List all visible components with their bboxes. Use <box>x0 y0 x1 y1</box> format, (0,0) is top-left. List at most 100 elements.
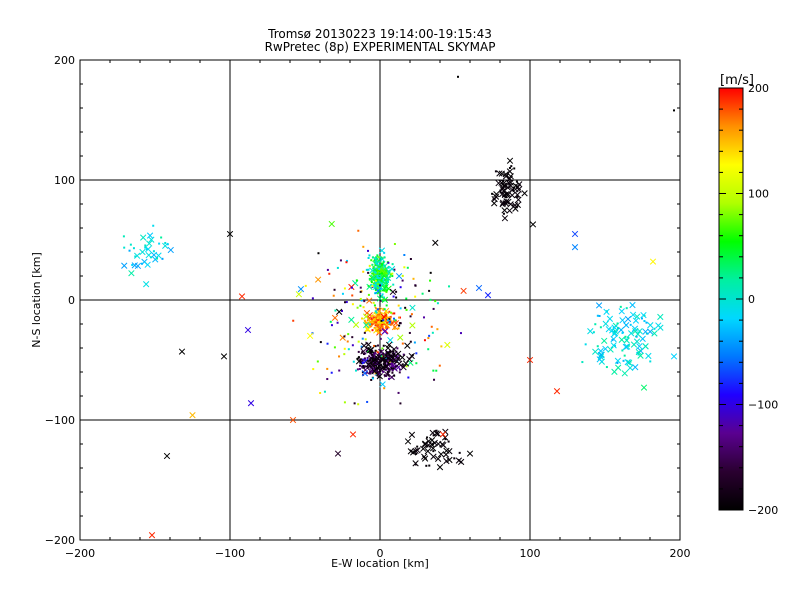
data-point-dot <box>380 282 383 285</box>
data-point-cross <box>657 324 664 331</box>
data-point-dot <box>372 353 375 356</box>
data-point-dot <box>164 241 167 244</box>
data-point-dot <box>621 332 624 335</box>
data-point-dot <box>372 269 375 272</box>
data-point-dot <box>382 262 385 265</box>
data-point-dot <box>368 372 371 375</box>
data-point-cross <box>408 431 416 438</box>
chart-title: Tromsø 20130223 19:14:00-19:15:43 <box>267 27 492 41</box>
data-point-dot <box>383 387 386 390</box>
data-point-dot <box>363 319 366 322</box>
data-point-dot <box>653 327 656 330</box>
data-point-dot <box>366 356 369 359</box>
data-point-dot <box>364 365 367 368</box>
data-point-dot <box>394 365 397 368</box>
data-point-dot <box>397 304 400 307</box>
data-point-cross <box>392 320 400 327</box>
data-point-dot <box>373 319 376 322</box>
data-point-cross <box>503 198 510 205</box>
data-point-cross <box>366 362 374 370</box>
data-point-cross <box>629 301 636 309</box>
data-point-dot <box>378 320 381 323</box>
data-point-dot <box>413 341 416 344</box>
data-point-dot <box>381 347 384 350</box>
data-point-cross <box>466 450 474 457</box>
data-point-dot <box>494 170 497 173</box>
data-point-dot <box>388 271 391 274</box>
data-point-dot <box>355 279 358 282</box>
data-point-dot <box>381 369 384 372</box>
data-point-dot <box>457 75 459 78</box>
data-point-dot <box>376 292 379 295</box>
data-point-dot <box>432 434 435 437</box>
colorbar-tick-label: −200 <box>748 504 778 517</box>
data-point-dot <box>378 256 381 259</box>
data-point-dot <box>369 321 372 324</box>
data-point-dot <box>594 323 597 326</box>
data-point-dot <box>375 275 378 278</box>
data-point-dot <box>393 243 396 246</box>
data-point-dot <box>401 274 404 277</box>
data-point-dot <box>326 378 329 381</box>
data-point-dot <box>383 308 386 311</box>
colorbar-ticks: 200 100 0 −100 −200 <box>719 82 778 517</box>
data-point-dot <box>387 278 390 281</box>
data-point-cross <box>636 343 643 350</box>
data-point-dot <box>345 301 348 304</box>
data-point-cross <box>587 328 594 335</box>
data-point-dot <box>379 277 382 280</box>
chart-subtitle: RwPretec (8p) EXPERIMENTAL SKYMAP <box>265 40 496 54</box>
data-point-dot <box>379 337 382 340</box>
data-point-dot <box>598 314 601 317</box>
data-point-cross <box>443 457 450 465</box>
data-point-dot <box>372 318 375 321</box>
data-point-dot <box>363 357 366 360</box>
x-tick-label: −100 <box>215 547 245 560</box>
data-point-cross <box>385 341 393 349</box>
data-point-dot <box>383 323 386 326</box>
data-point-dot <box>383 251 386 254</box>
data-point-dot <box>392 283 395 286</box>
data-point-cross <box>395 364 402 371</box>
data-point-dot <box>363 300 366 303</box>
data-point-dot <box>361 361 364 364</box>
data-point-dot <box>386 321 389 324</box>
data-point-cross <box>493 190 500 198</box>
data-point-cross <box>167 246 174 254</box>
data-point-dot <box>374 283 377 286</box>
data-point-dot <box>371 320 374 323</box>
data-point-dot <box>382 296 385 299</box>
data-point-cross <box>637 352 644 359</box>
data-point-dot <box>368 359 371 362</box>
data-point-dot <box>373 364 376 367</box>
data-point-dot <box>373 327 376 330</box>
data-point-dot <box>367 271 370 274</box>
data-point-dot <box>380 295 383 298</box>
data-point-cross <box>408 352 415 360</box>
data-point-cross <box>379 256 386 263</box>
data-point-dot <box>362 270 365 273</box>
data-point-dot <box>513 167 516 170</box>
data-point-dot <box>440 345 443 348</box>
data-point-cross <box>627 330 635 337</box>
data-point-dot <box>393 374 396 377</box>
data-point-cross <box>387 356 395 364</box>
data-point-dot <box>380 258 383 261</box>
data-point-cross <box>457 458 465 466</box>
data-point-dot <box>415 352 418 355</box>
data-point-cross <box>369 267 376 274</box>
data-point-cross <box>148 236 155 243</box>
data-point-cross <box>651 330 658 337</box>
data-point-cross <box>602 320 609 327</box>
data-point-dot <box>395 290 398 293</box>
data-point-dot <box>375 315 378 318</box>
data-point-dot <box>374 345 377 348</box>
data-point-dot <box>403 253 406 256</box>
data-point-dot <box>381 323 384 326</box>
data-point-dot <box>330 371 333 374</box>
data-point-cross <box>385 349 392 356</box>
data-point-cross <box>139 248 146 256</box>
data-point-dot <box>374 286 377 289</box>
data-point-dot <box>376 369 379 372</box>
data-point-cross <box>297 285 305 293</box>
